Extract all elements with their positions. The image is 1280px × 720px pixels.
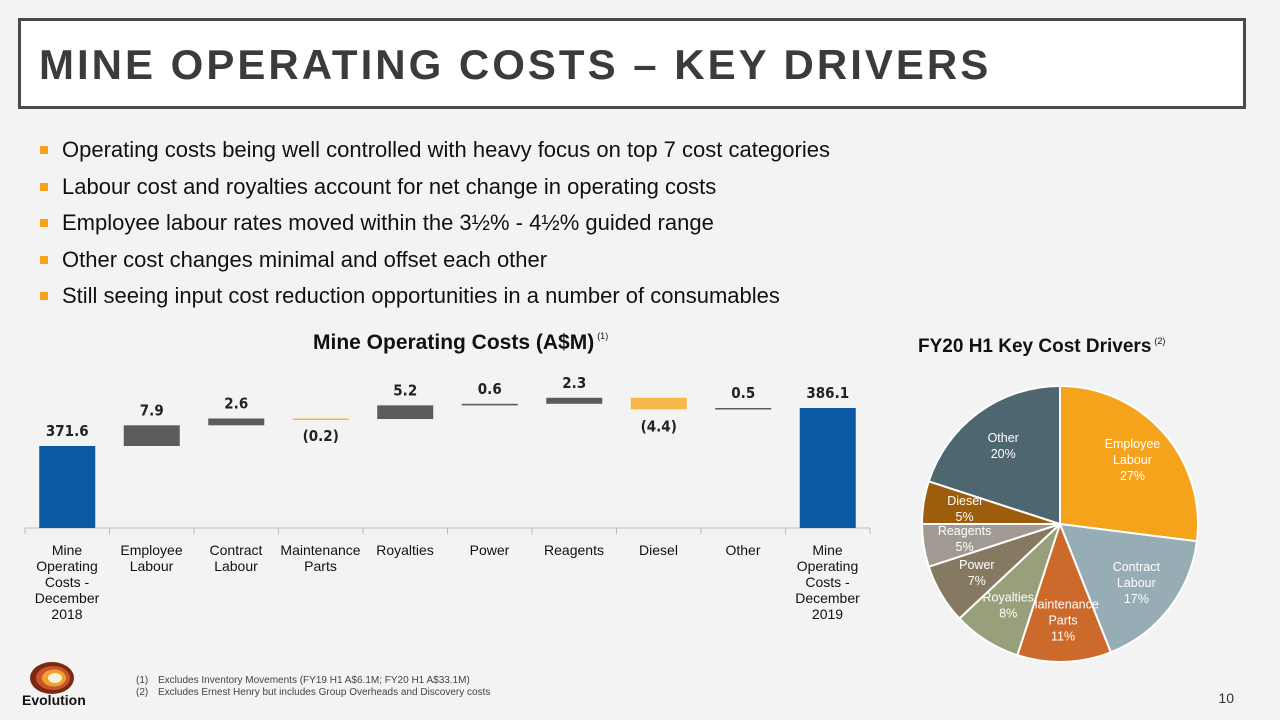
pie-title-text: FY20 H1 Key Cost Drivers bbox=[918, 336, 1152, 357]
category-label: Power bbox=[469, 542, 510, 558]
pie-slice bbox=[1059, 384, 1199, 543]
bullet-item: Other cost changes minimal and offset ea… bbox=[40, 242, 830, 279]
footnote-num: (1) bbox=[136, 675, 149, 686]
category-label: Contract Labour bbox=[209, 542, 263, 574]
category-label: Mine Operating Costs - December 2018 bbox=[34, 542, 100, 622]
data-label: 371.6 bbox=[46, 422, 89, 440]
footnote: (2) Excludes Ernest Henry but includes Gr… bbox=[136, 687, 490, 699]
data-label: 0.5 bbox=[731, 384, 755, 402]
waterfall-bar bbox=[377, 405, 434, 420]
bullet-item: Employee labour rates moved within the 3… bbox=[40, 205, 830, 242]
pie-label: Maintenance Parts 11% bbox=[1027, 598, 1099, 644]
category-label: Employee Labour bbox=[120, 542, 183, 574]
category-label: Mine Operating Costs - December 2019 bbox=[795, 542, 860, 622]
data-label: 386.1 bbox=[806, 384, 849, 402]
logo-text: Evolution bbox=[22, 692, 86, 708]
waterfall-bar bbox=[39, 445, 96, 528]
page-number: 10 bbox=[1218, 690, 1234, 706]
footnote-text: Excludes Inventory Movements (FY19 H1 A$… bbox=[158, 675, 470, 686]
pie-label: Diesel 5% bbox=[947, 494, 982, 524]
pie-label: Reagents 5% bbox=[938, 524, 992, 554]
data-label: 2.6 bbox=[224, 394, 248, 412]
pie-label: Royalties 8% bbox=[983, 591, 1034, 621]
waterfall-bar bbox=[292, 418, 349, 420]
waterfall-bar bbox=[546, 397, 603, 404]
data-label: (4.4) bbox=[641, 417, 677, 435]
bullet-text: Operating costs being well controlled wi… bbox=[62, 137, 830, 163]
page-title: MINE OPERATING COSTS – KEY DRIVERS bbox=[39, 41, 992, 88]
data-label: 0.6 bbox=[478, 380, 502, 398]
data-label: 7.9 bbox=[140, 401, 164, 419]
pie-label: Other 20% bbox=[988, 431, 1019, 461]
waterfall-bar bbox=[123, 425, 180, 446]
category-label: Maintenance Parts bbox=[280, 542, 361, 574]
pie-slice bbox=[1058, 522, 1199, 654]
waterfall-title-note: (1) bbox=[597, 331, 609, 341]
evolution-logo-icon bbox=[30, 662, 74, 694]
bullet-item: Operating costs being well controlled wi… bbox=[40, 132, 830, 169]
bullet-text: Still seeing input cost reduction opport… bbox=[62, 283, 780, 309]
pie-label: Power 7% bbox=[959, 558, 994, 588]
waterfall-title-text: Mine Operating Costs (A$M) bbox=[313, 331, 595, 354]
category-label: Diesel bbox=[639, 542, 678, 558]
category-label: Royalties bbox=[376, 542, 434, 558]
category-label: Other bbox=[725, 542, 761, 558]
data-label: 5.2 bbox=[393, 381, 417, 399]
pie-slice bbox=[1016, 521, 1113, 663]
pie-title-note: (2) bbox=[1154, 336, 1166, 346]
waterfall-bar bbox=[630, 397, 687, 410]
pie-label: Employee Labour 27% bbox=[1105, 437, 1161, 483]
waterfall-bar bbox=[461, 403, 518, 406]
bullet-square-icon bbox=[40, 219, 48, 228]
bullet-square-icon bbox=[40, 146, 48, 155]
data-label: (0.2) bbox=[303, 427, 339, 445]
footnote-text: Excludes Ernest Henry but includes Group… bbox=[158, 687, 491, 698]
bullet-text: Employee labour rates moved within the 3… bbox=[62, 210, 714, 236]
footnote: (1) Excludes Inventory Movements (FY19 H1… bbox=[136, 675, 490, 687]
waterfall-title: Mine Operating Costs (A$M) (1) bbox=[313, 331, 608, 355]
bullet-item: Labour cost and royalties account for ne… bbox=[40, 169, 830, 206]
title-box: MINE OPERATING COSTS – KEY DRIVERS bbox=[18, 18, 1246, 109]
waterfall-bar bbox=[208, 418, 265, 426]
pie-slice bbox=[927, 384, 1061, 526]
bullet-text: Other cost changes minimal and offset ea… bbox=[62, 246, 548, 272]
waterfall-bar bbox=[799, 408, 856, 528]
bullet-square-icon bbox=[40, 255, 48, 264]
bullet-text: Labour cost and royalties account for ne… bbox=[62, 173, 717, 199]
bullet-square-icon bbox=[40, 182, 48, 191]
footnote-num: (2) bbox=[136, 687, 149, 698]
data-label: 2.3 bbox=[562, 374, 586, 392]
bullet-item: Still seeing input cost reduction opport… bbox=[40, 278, 830, 315]
bullet-list: Operating costs being well controlled wi… bbox=[40, 132, 830, 315]
category-label: Reagents bbox=[544, 542, 604, 558]
footnotes: (1) Excludes Inventory Movements (FY19 H1… bbox=[136, 675, 490, 699]
bullet-square-icon bbox=[40, 292, 48, 301]
pie-label: Contract Labour 17% bbox=[1113, 560, 1161, 606]
pie-title: FY20 H1 Key Cost Drivers (2) bbox=[918, 336, 1165, 358]
waterfall-bar bbox=[715, 408, 772, 410]
